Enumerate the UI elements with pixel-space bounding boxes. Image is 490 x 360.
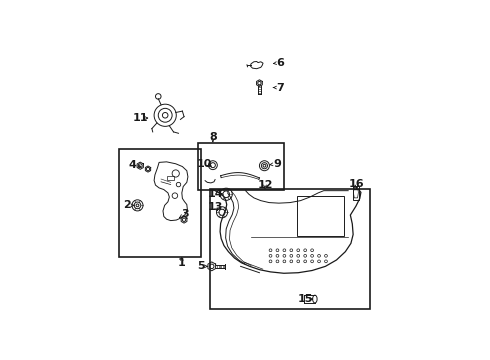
Text: 6: 6 (276, 58, 284, 68)
Text: 1: 1 (178, 258, 186, 268)
Text: 3: 3 (182, 209, 189, 219)
Text: 15: 15 (297, 294, 313, 304)
Text: 4: 4 (128, 160, 136, 170)
Bar (120, 149, 201, 257)
Text: 7: 7 (276, 82, 284, 93)
Bar (167, 176, 173, 180)
Bar (198, 143, 284, 190)
Text: 5: 5 (197, 261, 204, 271)
Text: 14: 14 (207, 189, 223, 199)
Text: 10: 10 (196, 159, 212, 169)
Bar (353, 186, 359, 199)
Bar (210, 189, 370, 309)
Text: 13: 13 (207, 202, 223, 212)
Text: 11: 11 (132, 113, 148, 123)
Text: 12: 12 (257, 180, 273, 190)
Text: 9: 9 (273, 159, 281, 169)
Bar (297, 196, 344, 236)
Text: 2: 2 (123, 201, 131, 210)
Text: 8: 8 (209, 132, 217, 143)
Text: 16: 16 (349, 179, 364, 189)
